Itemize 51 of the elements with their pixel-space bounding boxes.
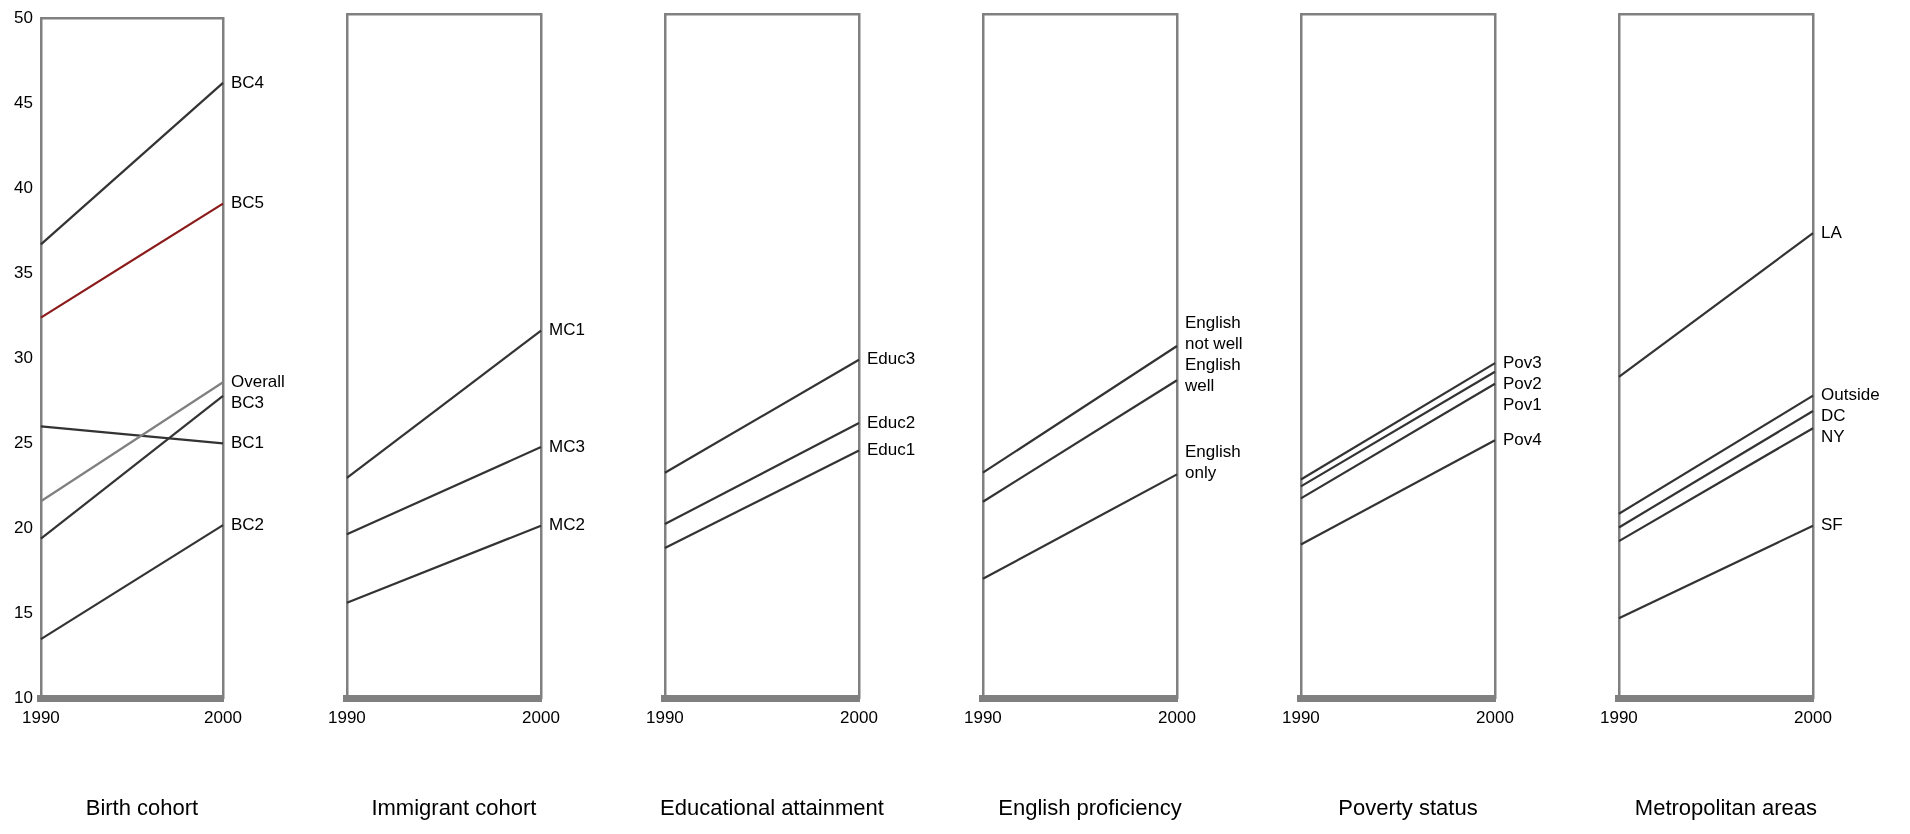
x-tick-label: 2000 — [1794, 708, 1832, 728]
series-label: NY — [1821, 427, 1845, 447]
x-axis-title: Poverty status — [1338, 795, 1478, 821]
x-axis-title: English proficiency — [998, 795, 1182, 821]
y-tick-label: 20 — [13, 518, 33, 538]
x-tick-label: 2000 — [840, 708, 878, 728]
x-axis-title: Immigrant cohort — [371, 795, 537, 821]
y-tick-label: 30 — [13, 348, 33, 368]
series-label: BC2 — [231, 514, 265, 534]
series-label: MC3 — [549, 436, 585, 456]
x-tick-label: 1990 — [1282, 708, 1320, 728]
series-label: Pov3 — [1503, 352, 1542, 372]
y-tick-label: 40 — [13, 177, 33, 197]
series-label: DC — [1821, 406, 1846, 426]
x-tick-label: 2000 — [522, 708, 560, 728]
series-label: Pov2 — [1503, 373, 1542, 393]
series-label: BC3 — [231, 392, 265, 412]
series-label: LA — [1821, 222, 1843, 242]
series-label: Pov1 — [1503, 394, 1542, 414]
x-tick-label: 1990 — [1600, 708, 1638, 728]
y-tick-label: 35 — [13, 263, 33, 283]
x-axis-title: Metropolitan areas — [1634, 795, 1818, 821]
x-tick-label: 1990 — [22, 708, 60, 728]
x-axis-title: Birth cohort — [85, 795, 199, 821]
x-tick-label: 1990 — [328, 708, 366, 728]
y-tick-label: 10 — [13, 688, 33, 708]
series-label: Overall — [231, 371, 285, 391]
series-label: BC1 — [231, 433, 265, 453]
y-tick-label: 25 — [13, 433, 33, 453]
x-tick-label: 1990 — [646, 708, 684, 728]
series-label: Educ1 — [867, 440, 916, 460]
series-label: Educ3 — [867, 349, 916, 369]
series-label: MC1 — [549, 320, 585, 340]
x-tick-label: 2000 — [1158, 708, 1196, 728]
series-label: English well — [1184, 355, 1241, 396]
x-tick-label: 2000 — [1476, 708, 1514, 728]
y-tick-label: 45 — [13, 92, 33, 112]
series-label: MC2 — [549, 515, 585, 535]
series-label: Pov4 — [1503, 429, 1542, 449]
series-label: English only — [1185, 441, 1241, 482]
series-label: Outside — [1821, 385, 1880, 405]
x-tick-label: 1990 — [964, 708, 1002, 728]
series-label: BC4 — [231, 72, 265, 92]
series-label: English not well — [1185, 313, 1243, 354]
y-tick-label: 15 — [13, 603, 33, 623]
series-label: SF — [1821, 515, 1843, 535]
y-tick-label: 50 — [13, 7, 33, 27]
x-tick-label: 2000 — [204, 708, 242, 728]
x-axis-title: Educational attainment — [660, 795, 884, 821]
series-label: BC5 — [231, 193, 265, 213]
series-label: Educ2 — [867, 412, 916, 432]
